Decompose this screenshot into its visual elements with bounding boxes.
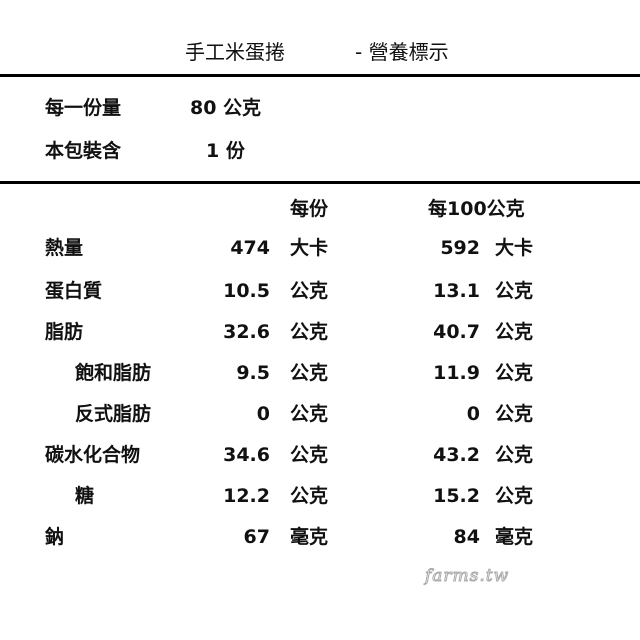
per-serving-value: 9.5 [236,362,270,384]
per-serving-unit: 公克 [290,362,329,384]
nutrient-label: 脂肪 [45,321,84,343]
per-serving-unit: 大卡 [290,237,329,259]
per-100g-value: 0 [466,403,480,425]
nutrient-label: 糖 [75,485,95,507]
per-100g-unit: 公克 [495,321,534,343]
per-100g-unit: 公克 [495,362,534,384]
per-100g-value: 11.9 [433,362,480,384]
per-serving-unit: 公克 [290,444,329,466]
per-100g-unit: 公克 [495,280,534,302]
nutrient-label: 碳水化合物 [45,444,141,466]
nutrient-label: 熱量 [45,237,84,259]
per-100g-unit: 公克 [495,444,534,466]
per-100g-value: 15.2 [433,485,480,507]
title-suffix: - 營養標示 [355,40,449,64]
per-serving-unit: 公克 [290,280,329,302]
per-100g-unit: 公克 [495,485,534,507]
nutrient-label: 飽和脂肪 [75,362,152,384]
per-100g-value: 84 [453,526,480,548]
nutrient-label: 蛋白質 [45,280,103,302]
divider-middle [0,181,640,184]
per-100g-unit: 毫克 [495,526,534,548]
servings-per-package-label: 本包裝含 [45,140,122,162]
per-100g-unit: 大卡 [495,237,534,259]
per-serving-unit: 公克 [290,485,329,507]
per-100g-value: 592 [440,237,480,259]
divider-top [0,74,640,77]
per-100g-value: 43.2 [433,444,480,466]
nutrient-label: 反式脂肪 [75,403,152,425]
column-per-serving: 每份 [290,198,329,220]
nutrient-label: 鈉 [45,526,65,548]
per-100g-value: 40.7 [433,321,480,343]
per-serving-value: 10.5 [223,280,270,302]
servings-per-package-value: 1 份 [206,140,245,162]
per-serving-value: 32.6 [223,321,270,343]
per-serving-value: 12.2 [223,485,270,507]
per-serving-value: 0 [256,403,270,425]
per-100g-value: 13.1 [433,280,480,302]
per-serving-unit: 毫克 [290,526,329,548]
per-serving-value: 67 [243,526,270,548]
product-name: 手工米蛋捲 [185,40,285,64]
per-serving-unit: 公克 [290,321,329,343]
serving-size-label: 每一份量 [45,97,122,119]
serving-size-value: 80 公克 [190,97,262,119]
watermark: farms.tw [424,566,510,587]
per-100g-unit: 公克 [495,403,534,425]
per-serving-value: 474 [230,237,270,259]
per-serving-value: 34.6 [223,444,270,466]
per-serving-unit: 公克 [290,403,329,425]
column-per-100g: 每100公克 [428,198,525,220]
